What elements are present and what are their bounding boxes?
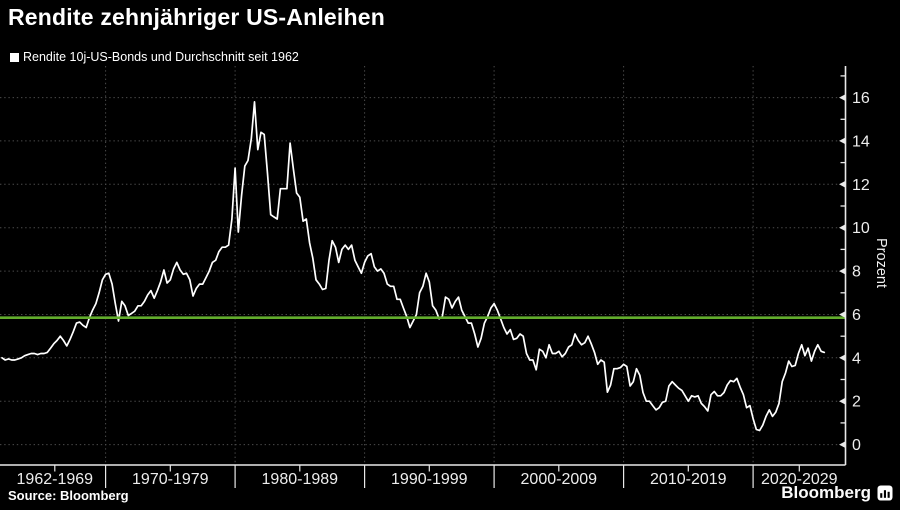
chart-legend: Rendite 10j-US-Bonds und Durchschnitt se… [10,50,299,64]
page-title: Rendite zehnjähriger US-Anleihen [8,4,386,30]
y-major-tick [839,311,846,318]
bloomberg-terminal-icon [877,485,893,501]
y-major-tick [839,180,846,188]
y-major-tick [839,441,846,448]
y-axis-title: Prozent [873,238,889,288]
legend-label: Rendite 10j-US-Bonds und Durchschnitt se… [23,50,299,64]
x-segment-label: 2020-2029 [761,471,838,488]
x-segment-label: 1970-1979 [132,471,209,488]
y-tick-label: 8 [852,264,861,281]
x-segment-label: 2010-2019 [650,471,727,488]
y-major-tick [839,137,846,145]
x-segment-label: 1962-1969 [17,471,94,488]
y-tick-label: 10 [852,220,870,237]
yield-line-series [1,101,826,432]
bloomberg-wordmark: Bloomberg [781,483,871,502]
x-axis-ticks: 1962-1969 1970-1979 1980-1989 1990-1999 2000… [17,465,838,488]
source-attribution: Source: Bloomberg [8,488,129,503]
y-tick-label: 0 [852,437,861,454]
y-tick-label: 4 [852,350,861,367]
y-tick-label: 2 [852,394,861,411]
x-segment-label: 1990-1999 [391,471,468,488]
bloomberg-brand: Bloomberg [781,483,893,503]
horizontal-gridlines [0,97,846,446]
y-major-tick [839,397,846,405]
x-segment-label: 1980-1989 [262,471,339,488]
y-major-tick [839,354,846,362]
y-tick-label: 16 [852,90,870,107]
legend-square-icon [10,52,19,62]
y-tick-label: 12 [852,177,870,194]
y-axis-ticks: 0 2 4 6 8 10 12 14 16 [839,75,870,454]
y-tick-label: 6 [852,307,861,324]
vertical-gridlines [105,66,754,465]
y-tick-label: 14 [852,133,870,150]
y-major-tick [839,224,846,232]
x-segment-label: 2000-2009 [521,471,598,488]
y-major-tick [839,94,846,101]
y-major-tick [839,267,846,275]
